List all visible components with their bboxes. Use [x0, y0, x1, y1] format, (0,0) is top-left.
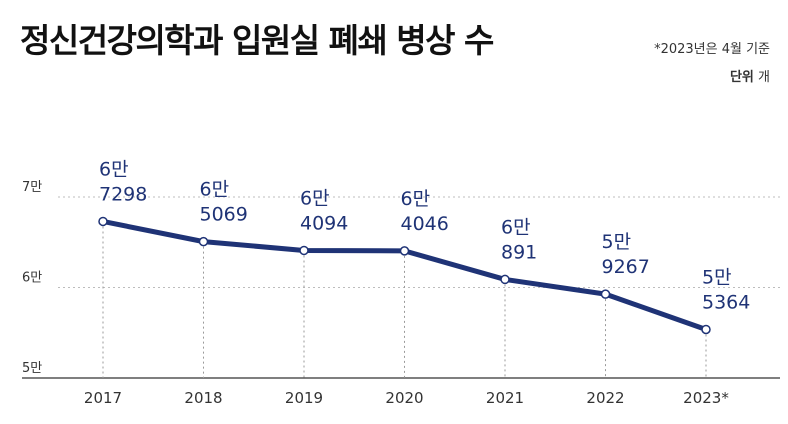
- y-tick-label: 7만: [22, 180, 42, 195]
- data-label: 4046: [401, 213, 449, 235]
- data-point: [299, 245, 309, 256]
- x-tick-label: 2021: [486, 389, 524, 407]
- unit-label: 단위: [729, 70, 754, 85]
- data-label: 7298: [99, 183, 147, 205]
- data-point: [98, 216, 108, 227]
- data-label: 5364: [702, 291, 750, 313]
- data-label: 5069: [200, 204, 248, 226]
- unit-note: 단위 개: [730, 66, 770, 85]
- data-label: 4094: [300, 212, 348, 234]
- chart-title: 정신건강의학과 입원실 폐쇄 병상 수: [20, 21, 494, 60]
- chart-note: *2023년은 4월 기준: [654, 42, 770, 57]
- x-tick-label: 2019: [285, 389, 323, 407]
- data-label: 6만: [300, 187, 330, 209]
- data-point: [399, 246, 410, 256]
- x-tick-label: 2020: [385, 389, 423, 407]
- unit-value: 개: [758, 70, 770, 85]
- data-point: [198, 236, 209, 247]
- data-point: [701, 324, 711, 335]
- data-label: 5만: [602, 231, 632, 253]
- data-label: 6만: [401, 188, 431, 210]
- data-label: 6만: [200, 179, 230, 201]
- x-tick-label: 2017: [84, 389, 122, 407]
- y-tick-label: 5만: [22, 361, 42, 376]
- data-label: 5만: [702, 266, 732, 288]
- data-label: 6만: [501, 216, 531, 238]
- data-label: 9267: [602, 256, 650, 278]
- data-point: [600, 289, 611, 299]
- data-label: 6만: [99, 158, 129, 180]
- x-tick-label: 2018: [184, 389, 222, 407]
- y-tick-label: 6만: [22, 271, 42, 286]
- data-label: 891: [501, 241, 537, 263]
- x-tick-label: 2022: [586, 389, 624, 407]
- data-point: [500, 274, 510, 285]
- x-tick-label: 2023*: [683, 389, 729, 407]
